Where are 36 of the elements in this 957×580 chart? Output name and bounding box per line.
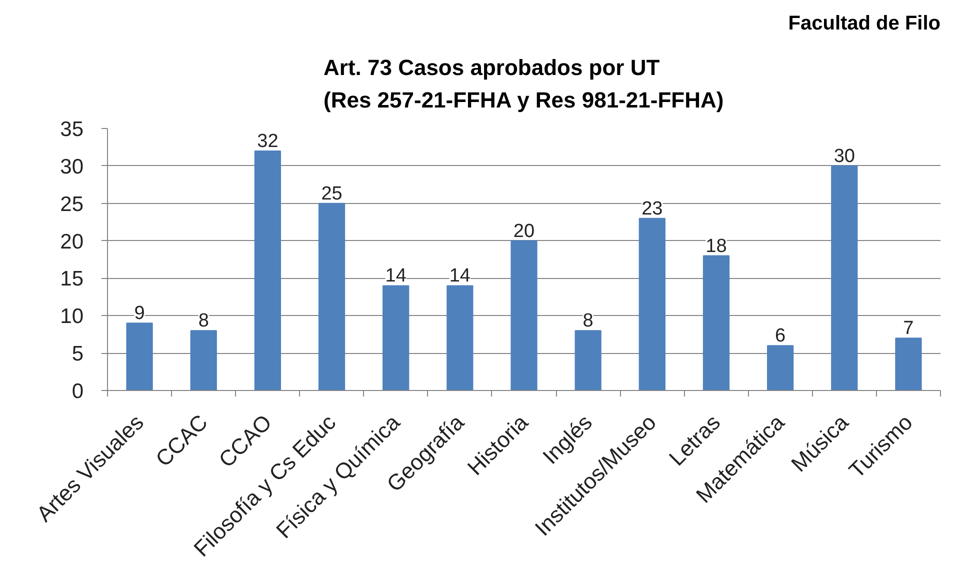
data-label: 14 [449,266,471,287]
data-label: 30 [834,146,855,167]
data-label: 8 [198,310,209,332]
data-label: 25 [321,183,342,204]
y-tick-label: 35 [60,118,84,141]
bar [382,285,410,390]
data-label: 23 [642,198,663,220]
y-tick-label: 15 [60,268,84,291]
bar [895,338,922,390]
data-label: 20 [513,220,535,242]
bar [254,150,282,390]
bar [190,330,217,390]
bar [574,330,602,390]
bar [446,285,474,390]
y-tick-label: 0 [72,380,84,403]
data-label: 14 [385,266,407,287]
data-label: 32 [257,130,278,152]
y-tick-label: 25 [60,192,84,216]
text: Facultad de Filo [788,12,941,34]
bar [831,165,858,390]
bar [638,218,666,390]
data-label: 18 [706,236,727,257]
bar [702,255,730,390]
bar [318,202,346,390]
bar [126,322,153,390]
y-tick-label: 10 [60,305,84,328]
y-tick-label: 5 [72,342,84,366]
data-label: 8 [582,310,594,332]
y-tick-label: 20 [60,230,84,254]
data-label: 6 [775,326,786,347]
bar [510,240,538,390]
chart-title: Art. 73 Casos aprobados por UT (Res 257-21-FFHA y Res 981-21-FFHA) [323,55,724,112]
data-label: 9 [134,303,145,324]
y-tick-label: 30 [60,155,84,178]
data-label: 7 [903,318,914,340]
bar [766,345,794,390]
